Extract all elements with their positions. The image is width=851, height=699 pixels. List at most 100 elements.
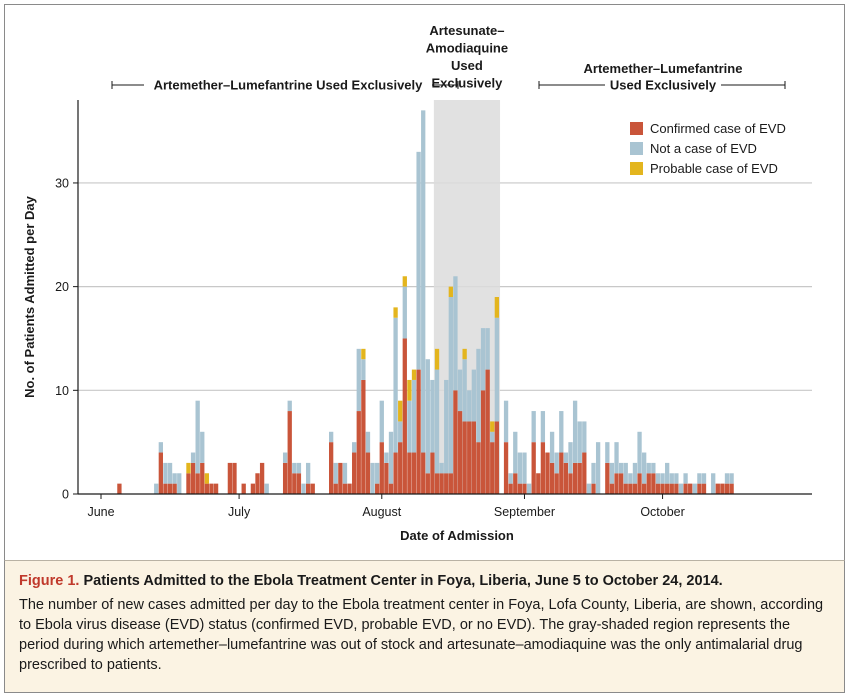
- bar-not-a-case-of-evd: [296, 462, 302, 474]
- bar-probable-case-of-evd: [407, 379, 412, 401]
- bar-probable-case-of-evd: [411, 369, 417, 380]
- bar-confirmed-case-of-evd: [448, 473, 453, 494]
- bar-confirmed-case-of-evd: [292, 473, 297, 494]
- annotation-label: Artemether–Lumefantrine: [584, 61, 743, 76]
- bar-not-a-case-of-evd: [669, 473, 674, 484]
- bar-confirmed-case-of-evd: [476, 442, 481, 494]
- bar-not-a-case-of-evd: [462, 359, 467, 422]
- annotation-label: Exclusively: [432, 76, 504, 91]
- bar-confirmed-case-of-evd: [688, 483, 693, 494]
- bar-not-a-case-of-evd: [729, 473, 734, 484]
- bar-confirmed-case-of-evd: [467, 421, 472, 494]
- bar-not-a-case-of-evd: [163, 462, 168, 484]
- bar-not-a-case-of-evd: [282, 452, 288, 463]
- bar-confirmed-case-of-evd: [637, 473, 642, 494]
- bar-confirmed-case-of-evd: [490, 442, 495, 494]
- annotation-artemether-lumefantrine-1: Artemether–Lumefantrine Used Exclusively: [111, 78, 459, 93]
- x-tick-label: August: [362, 505, 401, 519]
- annotation-label: Amodiaquine: [426, 41, 508, 56]
- bar-not-a-case-of-evd: [172, 473, 177, 484]
- bar-confirmed-case-of-evd: [296, 473, 302, 494]
- bar-not-a-case-of-evd: [503, 400, 509, 443]
- bar-confirmed-case-of-evd: [402, 338, 407, 494]
- bar-not-a-case-of-evd: [572, 400, 578, 463]
- bar-confirmed-case-of-evd: [660, 483, 665, 494]
- bar-not-a-case-of-evd: [582, 421, 587, 453]
- bar-probable-case-of-evd: [490, 421, 495, 432]
- bar-confirmed-case-of-evd: [729, 483, 734, 494]
- bar-confirmed-case-of-evd: [646, 473, 651, 494]
- bar-probable-case-of-evd: [434, 348, 440, 370]
- bar-not-a-case-of-evd: [609, 462, 615, 484]
- annotation-artemether-lumefantrine-2: Artemether–Lumefantrine Used Exclusively: [538, 61, 786, 93]
- bar-confirmed-case-of-evd: [559, 452, 564, 494]
- bar-not-a-case-of-evd: [154, 483, 159, 494]
- bar-not-a-case-of-evd: [678, 483, 684, 494]
- bar-not-a-case-of-evd: [494, 317, 500, 422]
- bar-not-a-case-of-evd: [352, 442, 357, 453]
- bar-not-a-case-of-evd: [434, 369, 440, 474]
- bar-confirmed-case-of-evd: [655, 483, 661, 494]
- bar-not-a-case-of-evd: [200, 431, 205, 463]
- bar-not-a-case-of-evd: [448, 297, 453, 474]
- bar-not-a-case-of-evd: [614, 442, 619, 474]
- bar-not-a-case-of-evd: [411, 379, 417, 453]
- bar-not-a-case-of-evd: [167, 462, 173, 484]
- bar-confirmed-case-of-evd: [375, 483, 380, 494]
- bar-confirmed-case-of-evd: [536, 473, 541, 494]
- bar-not-a-case-of-evd: [674, 473, 679, 484]
- bar-not-a-case-of-evd: [660, 473, 665, 484]
- bar-confirmed-case-of-evd: [577, 462, 582, 494]
- bar-confirmed-case-of-evd: [425, 473, 430, 494]
- bar-confirmed-case-of-evd: [305, 483, 311, 494]
- bar-confirmed-case-of-evd: [117, 483, 122, 494]
- bar-not-a-case-of-evd: [522, 452, 527, 484]
- chart: 0 10 20 30 June July August September October Ar…: [22, 23, 812, 543]
- bar-not-a-case-of-evd: [526, 483, 532, 494]
- bar-not-a-case-of-evd: [697, 473, 702, 484]
- bar-probable-case-of-evd: [204, 473, 210, 484]
- bar-not-a-case-of-evd: [264, 483, 269, 494]
- bar-confirmed-case-of-evd: [609, 483, 615, 494]
- bar-confirmed-case-of-evd: [545, 452, 550, 494]
- figure-label: Figure 1.: [19, 573, 80, 589]
- bar-not-a-case-of-evd: [430, 379, 435, 453]
- bar-not-a-case-of-evd: [190, 452, 196, 463]
- bar-not-a-case-of-evd: [651, 462, 656, 474]
- bar-not-a-case-of-evd: [563, 452, 569, 463]
- bar-not-a-case-of-evd: [384, 452, 389, 463]
- bar-probable-case-of-evd: [398, 400, 403, 422]
- bar-not-a-case-of-evd: [554, 452, 559, 474]
- bar-not-a-case-of-evd: [692, 483, 697, 494]
- bar-confirmed-case-of-evd: [674, 483, 679, 494]
- bar-confirmed-case-of-evd: [430, 452, 435, 494]
- bar-confirmed-case-of-evd: [190, 462, 196, 494]
- bar-not-a-case-of-evd: [711, 473, 716, 494]
- bar-not-a-case-of-evd: [586, 483, 592, 494]
- bar-not-a-case-of-evd: [365, 431, 371, 453]
- bar-not-a-case-of-evd: [158, 442, 163, 453]
- bar-not-a-case-of-evd: [618, 462, 624, 474]
- bar-confirmed-case-of-evd: [554, 473, 559, 494]
- bar-confirmed-case-of-evd: [241, 483, 246, 494]
- bar-confirmed-case-of-evd: [485, 369, 490, 494]
- bar-confirmed-case-of-evd: [388, 483, 394, 494]
- x-axis-label: Date of Admission: [400, 528, 514, 543]
- bar-not-a-case-of-evd: [508, 473, 513, 484]
- x-tick-label: July: [228, 505, 251, 519]
- bar-not-a-case-of-evd: [559, 411, 564, 453]
- bar-not-a-case-of-evd: [701, 473, 707, 484]
- bar-confirmed-case-of-evd: [163, 483, 168, 494]
- bar-confirmed-case-of-evd: [379, 442, 384, 494]
- bar-probable-case-of-evd: [448, 286, 453, 297]
- bar-confirmed-case-of-evd: [434, 473, 440, 494]
- bar-confirmed-case-of-evd: [563, 462, 569, 494]
- bar-confirmed-case-of-evd: [701, 483, 707, 494]
- bar-not-a-case-of-evd: [398, 421, 403, 443]
- legend-swatch: [630, 122, 643, 135]
- bar-confirmed-case-of-evd: [393, 452, 398, 494]
- bar-confirmed-case-of-evd: [582, 452, 587, 494]
- bar-confirmed-case-of-evd: [522, 483, 527, 494]
- bar-not-a-case-of-evd: [531, 411, 536, 443]
- bar-confirmed-case-of-evd: [352, 452, 357, 494]
